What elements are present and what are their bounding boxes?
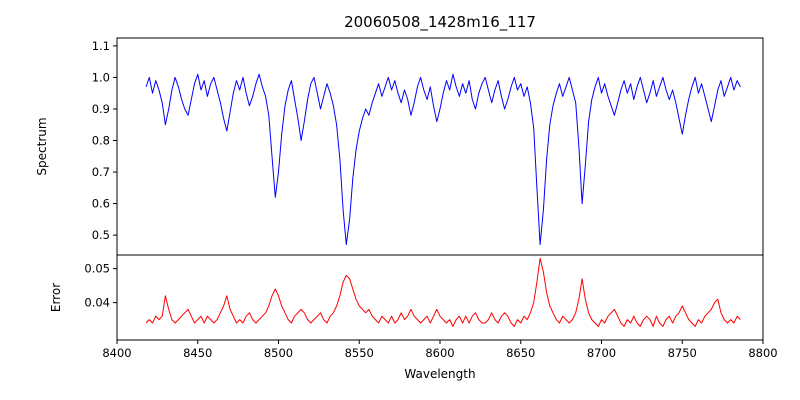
y-tick-label: 0.8 — [92, 134, 110, 148]
y-tick-label: 0.5 — [92, 228, 110, 242]
x-tick-label: 8700 — [587, 346, 616, 360]
x-tick-label: 8550 — [345, 346, 374, 360]
x-tick-label: 8800 — [748, 346, 777, 360]
y-tick-label: 1.1 — [92, 39, 110, 53]
y-tick-label: 0.05 — [84, 262, 110, 276]
y-tick-label: 0.6 — [92, 197, 110, 211]
y-tick-label: 0.9 — [92, 102, 110, 116]
panel-frame-0 — [116, 37, 764, 256]
x-axis-label: Wavelength — [404, 367, 475, 381]
spectrum-line — [145, 73, 741, 246]
x-tick-label: 8650 — [506, 346, 535, 360]
y-tick-label: 1.0 — [92, 70, 110, 84]
y-axis-label-spectrum: Spectrum — [35, 117, 49, 175]
x-tick-label: 8500 — [264, 346, 293, 360]
x-tick-label: 8750 — [668, 346, 697, 360]
y-axis-label-error: Error — [49, 283, 63, 312]
chart-title: 20060508_1428m16_117 — [344, 13, 536, 32]
y-tick-label: 0.04 — [84, 296, 110, 310]
x-tick-label: 8450 — [183, 346, 212, 360]
plot-area: 0.5 0.6 0.7 0.8 0.9 1.0 1.1 Spectrum 0.04 0.05 Err… — [35, 37, 778, 360]
x-tick-label: 8600 — [425, 346, 454, 360]
x-tick-label: 8400 — [102, 346, 131, 360]
panel-frame-1 — [116, 254, 764, 341]
error-line — [145, 257, 741, 327]
y-tick-label: 0.7 — [92, 165, 110, 179]
